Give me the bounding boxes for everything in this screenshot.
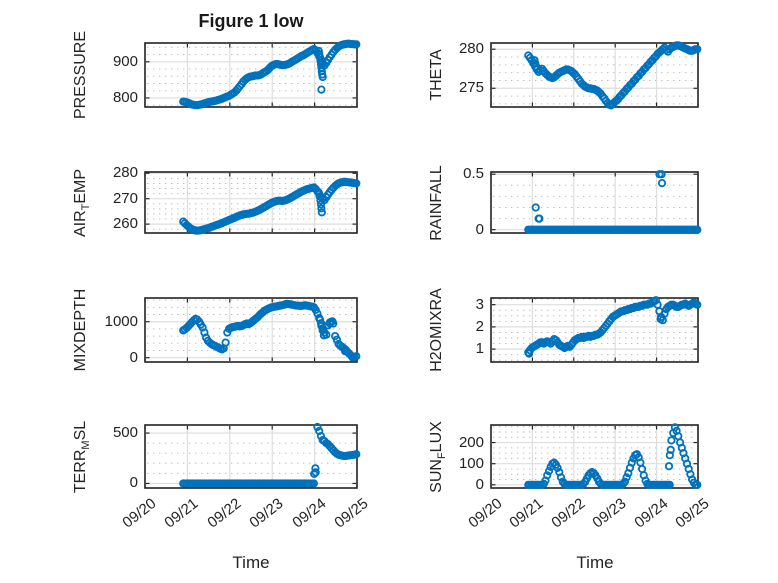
h2omixra-ytick-label: 3 [475,295,484,313]
sunflux-ylabel: SUNFLUX [428,420,449,493]
sunflux-ytick-label: 100 [458,454,484,472]
rainfall-ytick-label: 0 [475,220,484,238]
scatter-series [179,422,361,488]
airtemp-ytick-label: 260 [112,215,138,233]
axes-box [144,42,358,108]
figure-title: Figure 1 low [198,11,304,31]
scatter-series [179,177,361,235]
axes-box [490,297,699,363]
axes-box [144,297,358,363]
pressure-ytick-label: 800 [112,88,138,106]
airtemp-ytick-label: 270 [112,189,138,207]
sunflux-ytick-label: 0 [475,475,484,493]
sunflux-ytick-label: 200 [458,433,484,451]
terrmsl-ytick-label: 0 [129,474,138,492]
rainfall-ytick-label: 0.5 [463,165,484,183]
h2omixra-ytick-label: 2 [475,317,484,335]
x-axis-label-left: Time [232,553,270,572]
theta-ytick-label: 280 [458,40,484,58]
mixdepth-ytick-label: 1000 [104,312,138,330]
axes-box [144,171,358,234]
axes-box [490,42,699,108]
scatter-series [179,39,361,110]
scatter-series [179,299,361,362]
x-axis-label-right: Time [576,553,614,572]
scatter-series [524,423,702,489]
axes-box [490,424,699,489]
scatter-series [524,296,702,358]
mixdepth-ytick-label: 0 [129,348,138,366]
terrmsl-ytick-label: 500 [112,424,138,442]
pressure-ytick-label: 900 [112,52,138,70]
h2omixra-ytick-label: 1 [475,340,484,358]
scatter-series [524,41,702,110]
theta-ytick-label: 275 [458,79,484,97]
airtemp-ytick-label: 280 [112,164,138,182]
scatter-series [524,170,702,234]
